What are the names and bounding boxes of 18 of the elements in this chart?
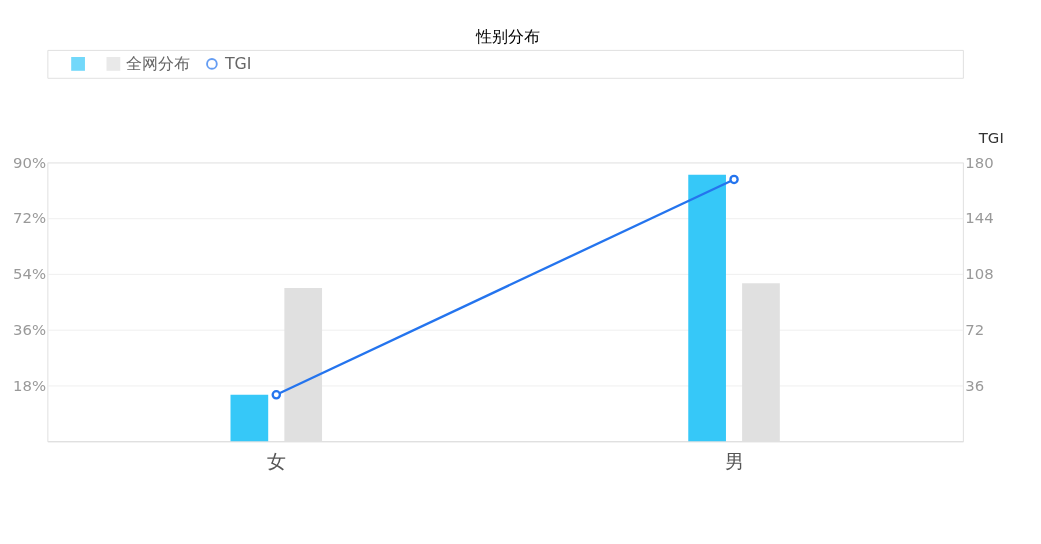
x-tick-label: 男 <box>724 450 744 472</box>
y-tick-label: 72% <box>12 209 47 228</box>
y2-tick-label: 180 <box>965 153 994 172</box>
bar <box>230 394 269 442</box>
y-tick-label: 18% <box>12 376 47 395</box>
y-tick-label: 54% <box>12 265 47 284</box>
y2-tick-label: 36 <box>965 376 985 395</box>
legend-label: 全网分布 <box>126 53 191 73</box>
y2-axis-title: TGI <box>977 129 1004 148</box>
y2-tick-label: 144 <box>965 209 994 228</box>
x-tick-label: 女 <box>266 450 286 472</box>
y2-tick-label: 108 <box>965 265 994 284</box>
bar <box>688 174 726 442</box>
y-tick-label: 36% <box>12 320 47 339</box>
legend-label: TGI <box>223 53 252 73</box>
y-tick-label: 90% <box>12 153 47 172</box>
chart-title: 性别分布 <box>474 27 540 47</box>
y2-tick-label: 72 <box>965 320 985 339</box>
